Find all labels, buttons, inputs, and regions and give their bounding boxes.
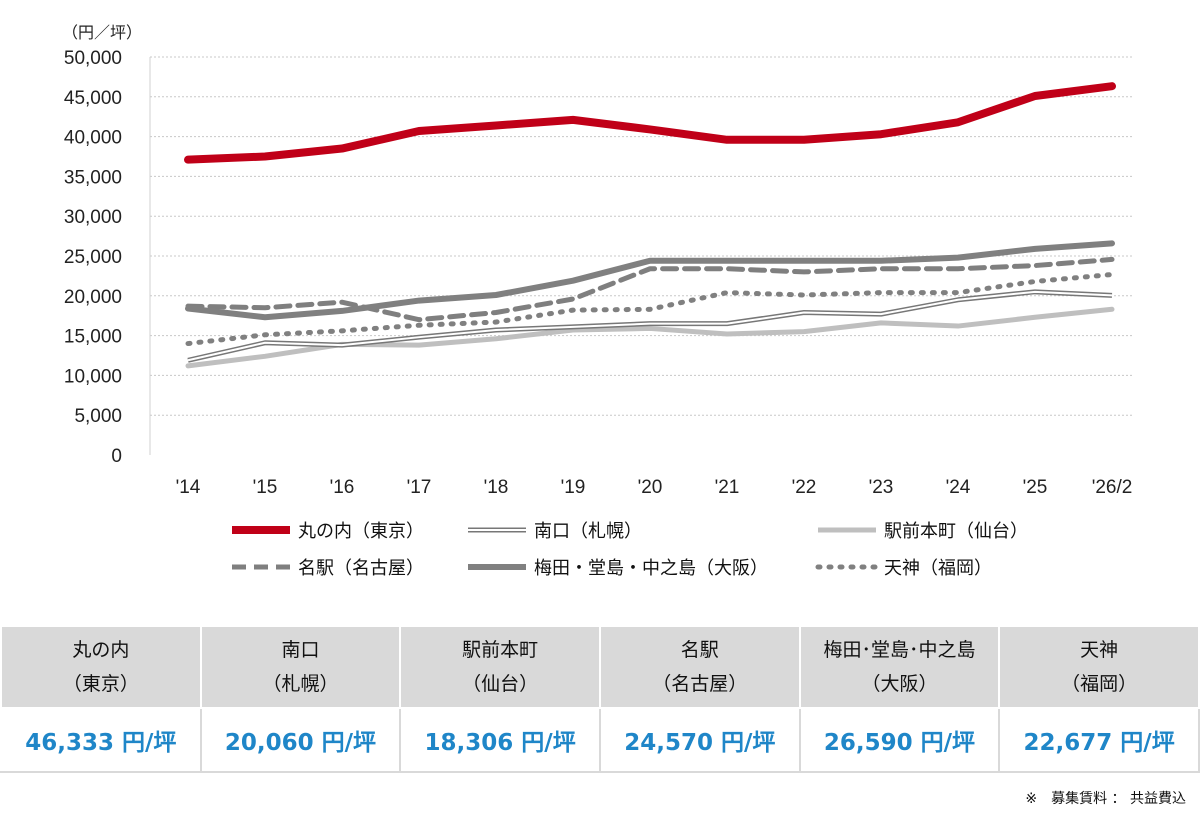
header-area: （東京） xyxy=(62,673,139,695)
line-chart: （円／坪） 0 5,000 10,000 15,000 20,000 25,000 30,0… xyxy=(62,23,1133,579)
value-cell: 18,306 円/坪 xyxy=(399,707,601,773)
legend-label: 天神（福岡） xyxy=(884,558,992,579)
value-cell: 22,677 円/坪 xyxy=(998,707,1200,773)
series-line xyxy=(184,82,1116,164)
y-tick-label: 40,000 xyxy=(64,128,122,149)
header-name: 駅前本町 xyxy=(462,639,539,661)
x-tick-label: '17 xyxy=(407,477,432,498)
y-tick-label: 25,000 xyxy=(64,247,122,268)
y-tick-label: 35,000 xyxy=(64,167,122,188)
y-tick-label: 15,000 xyxy=(64,327,122,348)
header-area: （福岡） xyxy=(1061,673,1138,695)
y-tick-label: 30,000 xyxy=(64,207,122,228)
legend-label: 梅田・堂島・中之島（大阪） xyxy=(534,558,768,579)
value-cell: 24,570 円/坪 xyxy=(598,707,801,773)
header-cell: 丸の内 （東京） xyxy=(0,625,202,709)
header-area: （仙台） xyxy=(462,673,539,695)
x-tick-label: '14 xyxy=(176,477,201,498)
header-name: 南口 xyxy=(281,639,320,661)
x-tick-label: '21 xyxy=(715,477,740,498)
series-lines xyxy=(184,82,1116,369)
header-name: 梅田･堂島･中之島 xyxy=(823,639,976,661)
legend-label: 名駅（名古屋） xyxy=(298,558,424,579)
x-tick-label: '19 xyxy=(561,477,586,498)
gridlines xyxy=(149,56,1133,455)
x-tick-label: '15 xyxy=(253,477,278,498)
y-tick-label: 0 xyxy=(111,446,122,467)
y-tick-label: 5,000 xyxy=(74,406,122,427)
series-line-inner xyxy=(187,290,1113,362)
summary-table: 丸の内 （東京） 南口 （札幌） 駅前本町 （仙台） 名駅 （名古屋） 梅田･堂島･中之… xyxy=(0,625,1200,773)
header-area: （名古屋） xyxy=(652,673,748,695)
y-tick-label: 20,000 xyxy=(64,287,122,308)
y-tick-label: 45,000 xyxy=(64,88,122,109)
header-cell: 名駅 （名古屋） xyxy=(598,625,801,709)
value-cell: 46,333 円/坪 xyxy=(0,707,202,773)
x-tick-label: '18 xyxy=(484,477,509,498)
y-axis-ticks: 0 5,000 10,000 15,000 20,000 25,000 30,000 35,0… xyxy=(64,48,122,467)
header-name: 天神 xyxy=(1080,639,1119,661)
x-axis-ticks: '14 '15 '16 '17 '18 '19 '20 '21 '22 '23 '24 '25 '26/… xyxy=(176,477,1133,498)
value-cell: 26,590 円/坪 xyxy=(798,707,1001,773)
legend: 丸の内（東京） 南口（札幌） 駅前本町（仙台） 名駅（名古屋） 梅田・堂島・中之島（大阪… xyxy=(232,521,1028,579)
x-tick-label: '22 xyxy=(792,477,817,498)
series-line xyxy=(185,240,1115,321)
x-tick-label: '20 xyxy=(638,477,663,498)
footnote: ※ 募集賃料 ： 共益費込 xyxy=(1025,791,1186,807)
x-tick-label: '16 xyxy=(330,477,355,498)
legend-label: 駅前本町（仙台） xyxy=(884,521,1028,542)
header-cell: 天神 （福岡） xyxy=(998,625,1200,709)
header-name: 丸の内 xyxy=(72,639,130,661)
header-cell: 梅田･堂島･中之島 （大阪） xyxy=(798,625,1001,709)
series-line xyxy=(185,271,1115,347)
legend-label: 南口（札幌） xyxy=(534,521,642,542)
series-line xyxy=(185,306,1115,369)
header-area: （札幌） xyxy=(262,673,339,695)
table-value-row: 46,333 円/坪 20,060 円/坪 18,306 円/坪 24,570 … xyxy=(0,707,1200,773)
y-tick-label: 50,000 xyxy=(64,48,122,69)
x-tick-label: '23 xyxy=(869,477,894,498)
legend-label: 丸の内（東京） xyxy=(298,521,424,542)
header-cell: 南口 （札幌） xyxy=(199,625,402,709)
x-tick-label: '24 xyxy=(946,477,971,498)
value-cell: 20,060 円/坪 xyxy=(199,707,402,773)
header-name: 名駅 xyxy=(680,639,719,661)
table-header-row: 丸の内 （東京） 南口 （札幌） 駅前本町 （仙台） 名駅 （名古屋） 梅田･堂島･中之… xyxy=(0,625,1200,709)
x-tick-label: '26/2 xyxy=(1092,477,1133,498)
series-line xyxy=(185,256,1115,323)
header-area: （大阪） xyxy=(861,673,938,695)
y-axis-unit-label: （円／坪） xyxy=(62,23,142,42)
y-tick-label: 10,000 xyxy=(64,366,122,387)
header-cell: 駅前本町 （仙台） xyxy=(399,625,601,709)
x-tick-label: '25 xyxy=(1023,477,1048,498)
